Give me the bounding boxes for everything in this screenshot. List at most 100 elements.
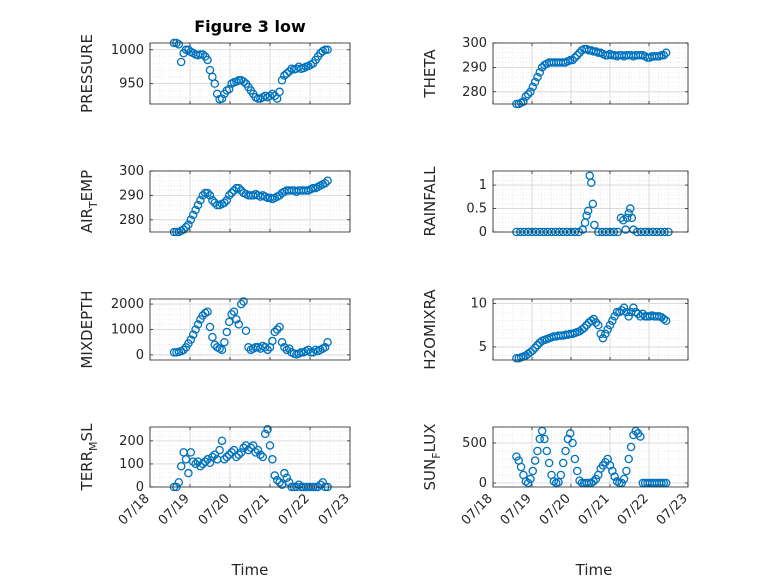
data-point — [208, 452, 217, 462]
x-tick-label: 07/19 — [498, 491, 535, 528]
data-point — [554, 477, 563, 487]
y-axis-label: THETA — [421, 49, 439, 99]
data-point — [280, 468, 289, 478]
data-point — [624, 454, 633, 464]
data-point — [533, 446, 542, 456]
data-point — [587, 178, 596, 187]
data-point — [591, 318, 601, 327]
data-point — [608, 466, 617, 476]
data-point — [528, 466, 538, 476]
data-point — [558, 458, 568, 468]
data-point — [633, 309, 643, 319]
data-point — [212, 200, 222, 210]
data-point — [605, 461, 615, 470]
data-point — [272, 475, 282, 485]
data-point — [622, 213, 632, 223]
data-point — [528, 346, 538, 355]
data-point — [568, 438, 577, 448]
data-point — [589, 477, 598, 486]
data-point — [521, 92, 531, 101]
data-point — [234, 183, 244, 193]
data-point — [193, 200, 203, 210]
x-tick-label: 07/18 — [459, 491, 496, 528]
data-point — [629, 303, 638, 312]
data-point — [232, 315, 241, 324]
x-tick-label: 07/21 — [576, 491, 613, 528]
data-point — [277, 337, 287, 347]
panel-2: 280 290 300 THETA — [421, 36, 689, 109]
y-tick-label: 280 — [462, 85, 487, 100]
y-axis-label-subscript: M — [87, 441, 100, 451]
data-point — [263, 425, 272, 434]
y-tick-label: 100 — [119, 457, 144, 472]
x-tick-label: 07/19 — [156, 491, 193, 528]
data-point — [227, 309, 236, 319]
y-tick-label: 200 — [119, 434, 144, 449]
data-point — [217, 94, 227, 103]
data-point — [323, 176, 332, 186]
data-point — [308, 348, 318, 357]
data-point — [638, 309, 648, 319]
data-point — [280, 343, 289, 352]
data-point — [174, 478, 184, 487]
data-point — [284, 478, 294, 487]
data-point — [316, 480, 325, 489]
data-point — [246, 443, 256, 453]
data-point — [626, 204, 635, 213]
data-point — [603, 325, 612, 334]
data-point — [565, 429, 575, 438]
data-point — [626, 442, 636, 452]
data-point — [624, 312, 633, 321]
data-point — [570, 454, 580, 464]
data-point — [323, 45, 332, 55]
axes-box — [149, 426, 351, 488]
figure-title: Figure 3 low — [194, 17, 306, 36]
data-point — [568, 55, 577, 65]
data-point — [205, 191, 215, 200]
data-point — [535, 434, 545, 444]
data-point — [612, 307, 622, 317]
data-point — [251, 448, 260, 457]
y-tick-label: 2000 — [111, 297, 144, 312]
data-point — [186, 335, 196, 344]
y-tick-label: 0.5 — [466, 202, 487, 217]
data-point — [220, 455, 229, 464]
data-point — [526, 347, 535, 357]
axes-box — [492, 426, 689, 488]
data-point — [282, 69, 292, 78]
y-axis-label: TERRMSL — [78, 423, 100, 492]
y-axis-label-main: THETA — [421, 49, 439, 99]
data-point — [577, 325, 587, 334]
data-point — [188, 210, 198, 220]
data-point — [659, 314, 669, 324]
data-point — [544, 458, 554, 468]
y-tick-label: 290 — [462, 60, 487, 75]
data-point — [220, 198, 229, 207]
data-point — [596, 329, 605, 339]
data-point — [220, 337, 229, 347]
data-point — [277, 76, 287, 85]
data-point — [191, 325, 200, 334]
data-point — [208, 332, 217, 342]
data-point — [583, 206, 593, 216]
data-point — [582, 211, 591, 220]
data-point — [203, 307, 212, 316]
data-point — [565, 55, 575, 65]
data-point — [301, 186, 311, 195]
data-point — [260, 343, 270, 352]
panel-7: 0 100 200 07/18 07/19 07/20 07/21 07/22 07/23 TER… — [78, 423, 353, 528]
data-point — [270, 471, 280, 480]
data-point — [224, 191, 234, 200]
data-point — [277, 480, 287, 489]
y-axis-label-main: MIXDEPTH — [78, 290, 96, 368]
data-point — [205, 322, 215, 332]
data-point — [582, 320, 591, 330]
data-point — [616, 213, 626, 223]
data-point — [215, 445, 224, 455]
data-point — [561, 446, 570, 456]
data-point — [222, 452, 232, 462]
data-point — [224, 84, 234, 94]
data-point — [526, 474, 535, 484]
data-point — [239, 77, 248, 86]
data-point — [181, 455, 191, 464]
